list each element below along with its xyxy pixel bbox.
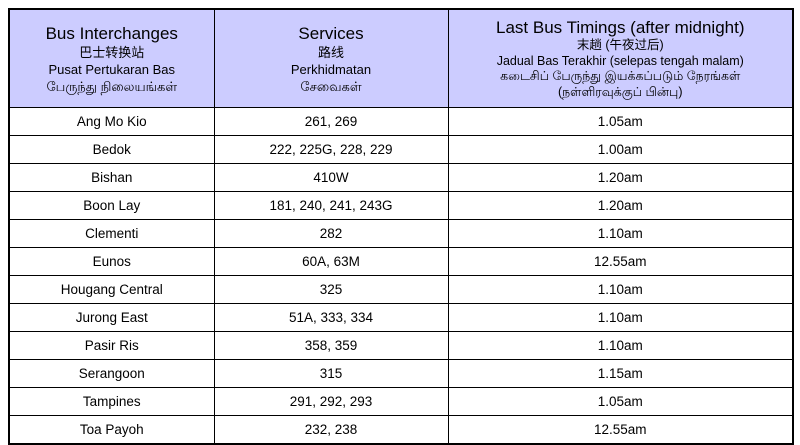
- interchange-cell: Bishan: [8, 163, 215, 192]
- services-cell: 51A, 333, 334: [213, 303, 449, 332]
- last-bus-cell: 1.05am: [447, 107, 794, 136]
- services-cell: 261, 269: [213, 107, 449, 136]
- table-row: Toa Payoh 232, 238 12.55am: [8, 415, 794, 445]
- table-row: Clementi 282 1.10am: [8, 219, 794, 248]
- header-subtitle-zh: 末趟 (午夜过后): [576, 38, 664, 52]
- interchange-cell: Tampines: [8, 387, 215, 416]
- interchange-cell: Pasir Ris: [8, 331, 215, 360]
- interchange-cell: Serangoon: [8, 359, 215, 388]
- last-bus-cell: 1.10am: [447, 303, 794, 332]
- services-cell: 315: [213, 359, 449, 388]
- table-body: Ang Mo Kio 261, 269 1.05am Bedok 222, 22…: [8, 107, 794, 445]
- header-subtitle-ms: Perkhidmatan: [290, 61, 372, 77]
- header-subtitle-ms: Pusat Pertukaran Bas: [48, 61, 175, 77]
- table-row: Bedok 222, 225G, 228, 229 1.00am: [8, 135, 794, 164]
- services-cell: 291, 292, 293: [213, 387, 449, 416]
- table-row: Bishan 410W 1.20am: [8, 163, 794, 192]
- services-cell: 60A, 63M: [213, 247, 449, 276]
- services-cell: 222, 225G, 228, 229: [213, 135, 449, 164]
- header-subtitle-ms: Jadual Bas Terakhir (selepas tengah mala…: [496, 53, 744, 68]
- header-subtitle-ta: பேருந்து நிலையங்கள்: [46, 78, 178, 94]
- services-cell: 410W: [213, 163, 449, 192]
- header-subtitle-ta-1: கடைசிப் பேருந்து இயக்கப்படும் நேரங்கள்: [500, 69, 741, 83]
- table-row: Boon Lay 181, 240, 241, 243G 1.20am: [8, 191, 794, 220]
- last-bus-cell: 1.05am: [447, 387, 794, 416]
- table-row: Serangoon 315 1.15am: [8, 359, 794, 388]
- header-subtitle-zh: 路线: [317, 44, 344, 60]
- interchange-cell: Bedok: [8, 135, 215, 164]
- header-row: Bus Interchanges 巴士转换站 Pusat Pertukaran …: [8, 8, 794, 108]
- table-row: Pasir Ris 358, 359 1.10am: [8, 331, 794, 360]
- last-bus-cell: 1.15am: [447, 359, 794, 388]
- last-bus-cell: 12.55am: [447, 247, 794, 276]
- last-bus-cell: 1.20am: [447, 191, 794, 220]
- last-bus-cell: 1.10am: [447, 275, 794, 304]
- services-cell: 232, 238: [213, 415, 449, 445]
- header-cell-services: Services 路线 Perkhidmatan சேவைகள்: [213, 8, 449, 108]
- interchange-cell: Clementi: [8, 219, 215, 248]
- last-bus-cell: 1.10am: [447, 331, 794, 360]
- table-row: Ang Mo Kio 261, 269 1.05am: [8, 107, 794, 136]
- last-bus-cell: 1.20am: [447, 163, 794, 192]
- last-bus-cell: 1.00am: [447, 135, 794, 164]
- interchange-cell: Hougang Central: [8, 275, 215, 304]
- services-cell: 282: [213, 219, 449, 248]
- interchange-cell: Jurong East: [8, 303, 215, 332]
- header-title-en: Last Bus Timings (after midnight): [496, 18, 745, 37]
- table-row: Eunos 60A, 63M 12.55am: [8, 247, 794, 276]
- services-cell: 358, 359: [213, 331, 449, 360]
- interchange-cell: Ang Mo Kio: [8, 107, 215, 136]
- services-cell: 181, 240, 241, 243G: [213, 191, 449, 220]
- header-subtitle-ta: சேவைகள்: [300, 78, 362, 94]
- header-cell-bus-interchanges: Bus Interchanges 巴士转换站 Pusat Pertukaran …: [8, 8, 215, 108]
- interchange-cell: Eunos: [8, 247, 215, 276]
- header-cell-last-bus-timings: Last Bus Timings (after midnight) 末趟 (午夜…: [447, 8, 794, 108]
- interchange-cell: Toa Payoh: [8, 415, 215, 445]
- header-subtitle-ta-2: (நள்ளிரவுக்குப் பின்பு): [558, 84, 683, 99]
- table-row: Hougang Central 325 1.10am: [8, 275, 794, 304]
- table-row: Tampines 291, 292, 293 1.05am: [8, 387, 794, 416]
- last-bus-cell: 1.10am: [447, 219, 794, 248]
- table-row: Jurong East 51A, 333, 334 1.10am: [8, 303, 794, 332]
- last-bus-cell: 12.55am: [447, 415, 794, 445]
- services-cell: 325: [213, 275, 449, 304]
- header-title-en: Bus Interchanges: [45, 23, 178, 43]
- header-subtitle-zh: 巴士转换站: [79, 44, 145, 60]
- table-header: Bus Interchanges 巴士转换站 Pusat Pertukaran …: [8, 8, 794, 108]
- interchange-cell: Boon Lay: [8, 191, 215, 220]
- header-title-en: Services: [298, 23, 364, 43]
- bus-timings-table: Bus Interchanges 巴士转换站 Pusat Pertukaran …: [8, 8, 794, 445]
